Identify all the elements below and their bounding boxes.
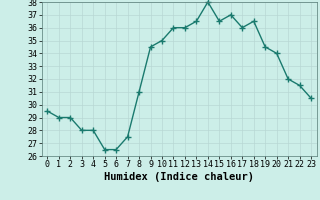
X-axis label: Humidex (Indice chaleur): Humidex (Indice chaleur) — [104, 172, 254, 182]
